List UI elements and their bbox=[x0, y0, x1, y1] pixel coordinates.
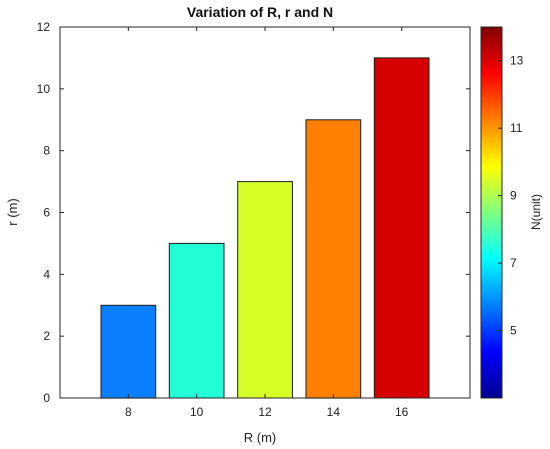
bar-12 bbox=[237, 181, 293, 399]
y-axis-label: r (m) bbox=[5, 198, 20, 225]
colorbar-label: N(unit) bbox=[529, 194, 543, 230]
colorbar-tick-label: 7 bbox=[510, 256, 517, 270]
y-tick-label: 12 bbox=[37, 20, 51, 34]
plot-frame bbox=[59, 26, 471, 399]
bar-14 bbox=[305, 119, 362, 399]
colorbar-tick-label: 11 bbox=[510, 121, 523, 135]
x-tick-label: 16 bbox=[395, 405, 409, 419]
y-tick-label: 2 bbox=[43, 329, 50, 343]
colorbar bbox=[480, 26, 503, 399]
x-tick-label: 8 bbox=[125, 405, 132, 419]
x-tick-label: 14 bbox=[327, 405, 341, 419]
y-tick-label: 0 bbox=[43, 391, 50, 405]
y-tick-label: 8 bbox=[43, 144, 50, 158]
x-tick-label: 10 bbox=[190, 405, 204, 419]
y-axis-ticks: 0 2 4 6 8 10 12 bbox=[37, 20, 470, 405]
x-axis-ticks: 8 10 12 14 16 bbox=[125, 27, 409, 419]
colorbar-ticks: 5 7 9 11 13 bbox=[498, 54, 524, 338]
y-tick-label: 4 bbox=[43, 267, 50, 281]
x-axis-label: R (m) bbox=[244, 430, 277, 445]
bar-16 bbox=[373, 57, 430, 399]
bars-group bbox=[100, 57, 430, 399]
y-tick-label: 10 bbox=[37, 82, 51, 96]
chart-title: Variation of R, r and N bbox=[187, 4, 333, 20]
colorbar-tick-label: 9 bbox=[510, 189, 517, 203]
bar-8 bbox=[100, 304, 157, 399]
y-tick-label: 6 bbox=[43, 206, 50, 220]
colorbar-tick-label: 5 bbox=[510, 324, 517, 338]
bar-10 bbox=[168, 242, 225, 399]
colorbar-tick-label: 13 bbox=[510, 54, 524, 68]
x-tick-label: 12 bbox=[258, 405, 272, 419]
